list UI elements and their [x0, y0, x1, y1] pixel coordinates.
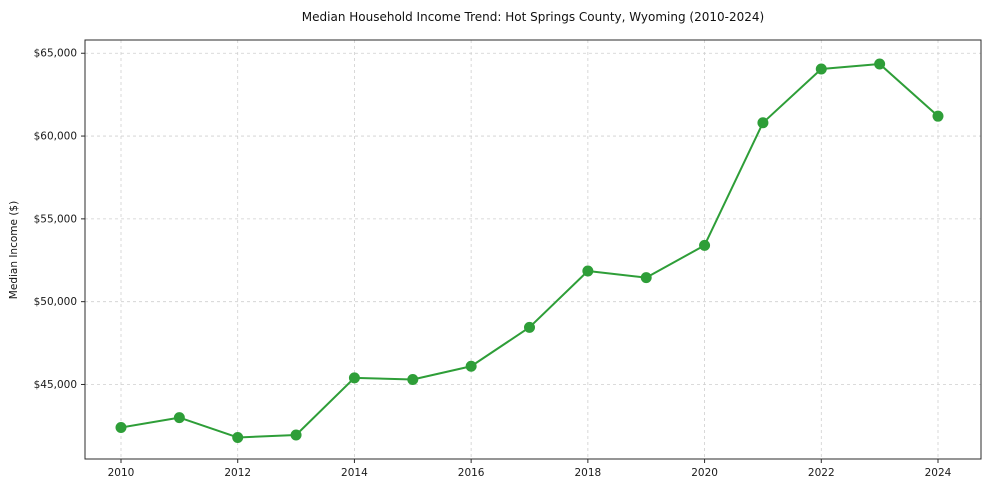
data-point-marker	[874, 58, 886, 70]
plot-border	[84, 39, 982, 460]
data-point-marker	[582, 265, 594, 277]
x-tick-label: 2024	[925, 467, 952, 479]
x-tick-label: 2014	[341, 467, 368, 479]
axes-layer: $45,000 $50,000 $55,000 $60,000 $65,000 2010 2…	[34, 39, 982, 479]
data-point-marker	[115, 422, 127, 434]
trend-line	[120, 63, 939, 439]
data-point-marker	[932, 110, 944, 122]
data-point-marker	[699, 239, 711, 251]
data-point-marker	[173, 412, 185, 424]
data-point-marker	[407, 374, 419, 386]
y-tick-label: $50,000	[34, 296, 77, 308]
data-point-marker	[232, 431, 244, 443]
chart-title: Median Household Income Trend: Hot Sprin…	[302, 10, 764, 24]
data-point-marker	[757, 117, 769, 129]
data-point-marker	[290, 429, 302, 441]
data-point-marker	[465, 360, 477, 372]
x-tick-label: 2020	[691, 467, 718, 479]
data-point-marker	[815, 63, 827, 75]
y-tick-label: $45,000	[34, 379, 77, 391]
x-tick-label: 2010	[108, 467, 135, 479]
x-tick-label: 2018	[574, 467, 601, 479]
y-tick-label: $65,000	[34, 48, 77, 60]
x-tick-label: 2012	[224, 467, 251, 479]
data-point-marker	[524, 321, 535, 333]
y-tick-label: $55,000	[34, 213, 77, 225]
x-tick-label: 2016	[458, 467, 485, 479]
data-point-marker	[348, 372, 360, 384]
y-tick-label: $60,000	[34, 131, 77, 143]
grid-layer	[85, 40, 981, 459]
y-axis-label: Median Income ($)	[8, 201, 20, 299]
data-point-marker	[640, 272, 652, 284]
series-layer	[115, 58, 944, 443]
x-tick-label: 2022	[808, 467, 835, 479]
